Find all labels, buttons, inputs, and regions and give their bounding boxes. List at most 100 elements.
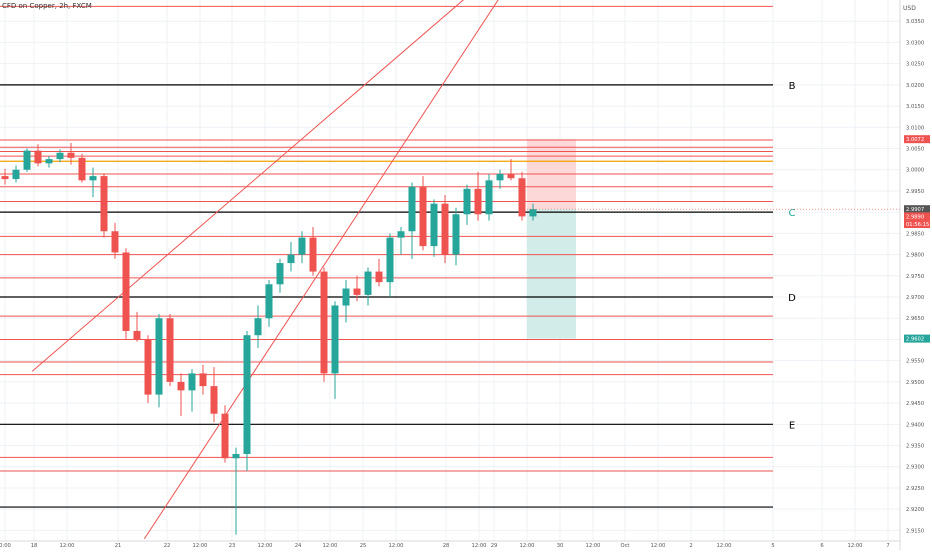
x-tick-label: 6 (820, 543, 823, 549)
candle-body[interactable] (67, 152, 75, 158)
x-tick-label: 12:00 (848, 543, 863, 549)
candle-body[interactable] (100, 176, 108, 232)
candle-body[interactable] (78, 157, 86, 181)
x-tick-label: Oct (621, 543, 630, 549)
candle-body[interactable] (265, 284, 273, 319)
candle-body[interactable] (375, 271, 383, 283)
x-tick-label: 12:00 (60, 543, 75, 549)
price-label-box (904, 205, 930, 214)
x-tick-label: 23 (229, 543, 236, 549)
x-tick-label: 12:00 (389, 543, 404, 549)
candle-body[interactable] (254, 318, 262, 336)
x-tick-label: 18 (31, 543, 38, 549)
y-tick-label: 2.9350 (906, 444, 924, 450)
x-tick-label: 2 (689, 543, 692, 549)
x-tick-label: 24 (295, 543, 302, 549)
x-tick-label: 7 (886, 543, 889, 549)
candle-body[interactable] (364, 271, 372, 295)
candle-body[interactable] (45, 159, 53, 164)
key-level-label: D (788, 293, 796, 304)
y-tick-label: 2.9950 (906, 189, 924, 195)
candle-body[interactable] (331, 305, 339, 374)
candle-body[interactable] (1, 176, 9, 180)
x-tick-label: 21 (115, 543, 122, 549)
price-label-box (904, 334, 930, 343)
candle-body[interactable] (342, 288, 350, 306)
y-tick-label: 2.9550 (906, 359, 924, 365)
x-tick-label: 12:00 (651, 543, 666, 549)
candle-body[interactable] (309, 237, 317, 272)
candle-body[interactable] (397, 231, 405, 238)
y-tick-label: 2.9650 (906, 316, 924, 322)
candle-body[interactable] (166, 318, 174, 382)
candle-body[interactable] (386, 237, 394, 283)
candle-body[interactable] (496, 173, 504, 181)
candle-body[interactable] (12, 169, 20, 180)
candle-body[interactable] (243, 335, 251, 455)
candle-body[interactable] (430, 203, 438, 247)
candle-body[interactable] (441, 203, 449, 255)
candle-body[interactable] (34, 150, 42, 164)
candle-body[interactable] (408, 186, 416, 232)
y-tick-label: 3.0250 (906, 62, 924, 68)
key-level-label: E (789, 420, 795, 431)
candle-body[interactable] (518, 178, 526, 217)
candle-body[interactable] (232, 454, 240, 459)
price-label-box (904, 220, 930, 229)
candle-body[interactable] (507, 173, 515, 179)
candle-body[interactable] (199, 373, 207, 387)
y-tick-label: 3.0200 (906, 83, 924, 89)
candle-body[interactable] (56, 152, 64, 160)
price-label-box (904, 212, 930, 221)
y-tick-label: 2.9250 (906, 486, 924, 492)
candle-body[interactable] (111, 231, 119, 253)
x-tick-label: 30 (557, 543, 564, 549)
chart-title: CFD on Copper, 2h, FXCM (2, 2, 92, 10)
x-tick-label: 12:00 (520, 543, 535, 549)
candle-body[interactable] (188, 373, 196, 391)
candle-body[interactable] (133, 330, 141, 340)
x-tick-label: 12:00 (717, 543, 732, 549)
candle-body[interactable] (485, 180, 493, 215)
price-label-box (904, 135, 930, 144)
y-tick-label: 2.9150 (906, 528, 924, 534)
y-tick-label: 2.9400 (906, 422, 924, 428)
take-profit-zone[interactable] (527, 209, 576, 339)
candle-body[interactable] (320, 271, 328, 374)
channel-trendline[interactable] (31, 0, 488, 372)
channel-trendline[interactable] (143, 0, 512, 540)
candle-body[interactable] (177, 381, 185, 391)
key-level-label: C (789, 208, 796, 219)
candle-body[interactable] (287, 254, 295, 264)
candle-body[interactable] (155, 318, 163, 395)
y-tick-label: 2.9700 (906, 295, 924, 301)
x-tick-label: 12:00 (472, 543, 487, 549)
key-level-label: B (789, 81, 796, 92)
candle-body[interactable] (210, 386, 218, 414)
candle-body[interactable] (452, 214, 460, 255)
x-tick-label: 12:00 (323, 543, 338, 549)
x-tick-label: 29 (491, 543, 498, 549)
y-tick-label: 3.0050 (906, 147, 924, 153)
candle-body[interactable] (353, 288, 361, 295)
candle-body[interactable] (122, 252, 130, 331)
candle-body[interactable] (463, 188, 471, 215)
candle-body[interactable] (221, 413, 229, 459)
candle-body[interactable] (474, 188, 482, 215)
x-tick-label: 12:00 (193, 543, 208, 549)
candle-body[interactable] (298, 237, 306, 255)
y-tick-label: 3.0000 (906, 168, 924, 174)
currency-label: USD (903, 5, 916, 12)
candle-body[interactable] (23, 150, 31, 170)
candle-body[interactable] (144, 339, 152, 395)
candle-body[interactable] (276, 263, 284, 285)
candle-body[interactable] (419, 186, 427, 247)
y-tick-label: 2.9800 (906, 253, 924, 259)
y-tick-label: 2.9850 (906, 231, 924, 237)
y-tick-label: 3.0300 (906, 40, 924, 46)
candle-body[interactable] (89, 176, 97, 181)
candle-body[interactable] (529, 209, 537, 217)
price-label: 2.9890 (906, 214, 924, 220)
